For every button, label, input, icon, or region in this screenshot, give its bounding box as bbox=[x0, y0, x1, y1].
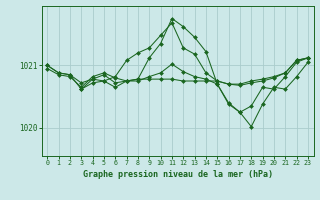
X-axis label: Graphe pression niveau de la mer (hPa): Graphe pression niveau de la mer (hPa) bbox=[83, 170, 273, 179]
